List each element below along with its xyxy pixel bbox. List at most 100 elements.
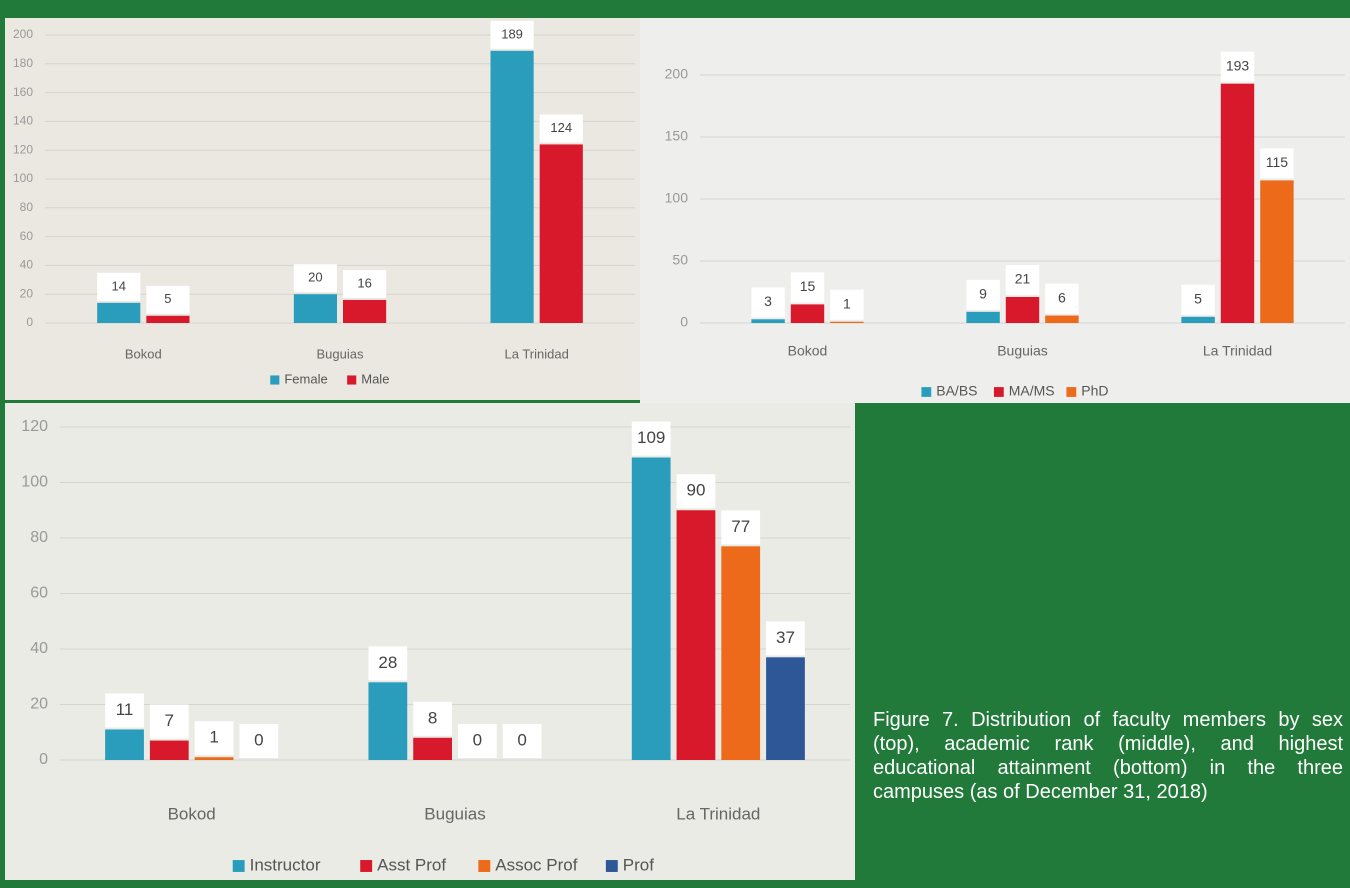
caption: Figure 7. Distribution of faculty member… xyxy=(873,709,1343,803)
value-label-box xyxy=(1005,264,1040,295)
value-label: 6 xyxy=(1058,289,1066,305)
value-label: 1 xyxy=(209,728,218,747)
y-tick-label: 40 xyxy=(30,640,48,657)
bar xyxy=(966,311,1000,323)
y-tick-label: 100 xyxy=(21,474,48,491)
bar xyxy=(790,304,825,323)
legend-label: Prof xyxy=(623,855,654,874)
bar xyxy=(194,757,234,760)
bar xyxy=(293,294,337,323)
value-label-box xyxy=(194,721,234,756)
legend-label: PhD xyxy=(1081,383,1108,399)
bar xyxy=(105,729,144,760)
value-label-box xyxy=(676,474,716,509)
value-label: 14 xyxy=(112,278,126,293)
value-label: 0 xyxy=(254,730,263,749)
bar xyxy=(413,737,452,760)
y-tick-label: 120 xyxy=(21,418,48,435)
y-tick-label: 120 xyxy=(13,142,33,156)
y-tick-label: 140 xyxy=(13,114,33,128)
x-tick-label: Buguias xyxy=(424,804,485,823)
bar xyxy=(1005,296,1040,323)
legend-label: MA/MS xyxy=(1009,383,1055,399)
value-label-box xyxy=(830,289,864,320)
value-label: 115 xyxy=(1266,154,1289,170)
value-label: 189 xyxy=(501,26,523,41)
y-tick-label: 80 xyxy=(20,200,34,214)
value-label-box xyxy=(149,704,189,739)
value-label: 28 xyxy=(378,653,397,672)
y-tick-label: 20 xyxy=(30,696,48,713)
value-label-box xyxy=(751,287,785,318)
value-label: 0 xyxy=(473,730,482,749)
bar xyxy=(751,319,785,323)
value-label: 8 xyxy=(428,708,437,727)
value-label-box xyxy=(343,269,387,298)
value-label: 5 xyxy=(164,291,171,306)
value-label: 90 xyxy=(686,481,705,500)
value-label: 9 xyxy=(979,286,987,302)
bar xyxy=(490,50,534,324)
value-label: 193 xyxy=(1226,57,1250,73)
value-label-box xyxy=(721,510,761,545)
y-tick-label: 50 xyxy=(672,252,688,268)
value-label-box xyxy=(413,701,452,736)
value-label: 3 xyxy=(764,293,772,309)
bar xyxy=(766,657,805,760)
x-tick-label: La Trinidad xyxy=(505,346,569,361)
value-label-box xyxy=(458,724,497,758)
value-label: 20 xyxy=(308,270,322,285)
legend-swatch xyxy=(1066,387,1077,397)
legend-label: Instructor xyxy=(250,855,321,874)
bar xyxy=(1181,316,1215,323)
y-tick-label: 200 xyxy=(665,66,689,82)
value-label-box xyxy=(105,693,144,728)
x-tick-label: Bokod xyxy=(125,346,162,361)
y-tick-label: 160 xyxy=(13,85,33,99)
x-tick-label: La Trinidad xyxy=(1203,343,1272,359)
legend-swatch xyxy=(347,375,357,385)
y-tick-label: 20 xyxy=(20,286,34,300)
value-label-box xyxy=(368,646,408,681)
legend-label: Female xyxy=(284,371,327,386)
value-label-box xyxy=(1045,283,1079,314)
value-label: 21 xyxy=(1015,271,1031,287)
value-label: 11 xyxy=(116,700,134,719)
x-tick-label: Buguias xyxy=(997,343,1048,359)
value-label: 16 xyxy=(357,275,371,290)
legend-swatch xyxy=(478,860,491,872)
value-label-box xyxy=(790,272,825,303)
x-tick-label: Buguias xyxy=(317,346,364,361)
y-tick-label: 60 xyxy=(20,229,34,243)
value-label-box xyxy=(293,264,337,293)
y-tick-label: 0 xyxy=(680,314,688,330)
y-tick-label: 200 xyxy=(13,27,33,41)
legend-swatch xyxy=(232,860,245,872)
y-tick-label: 80 xyxy=(30,529,48,546)
panel xyxy=(5,18,640,400)
bar xyxy=(149,740,189,760)
value-label: 1 xyxy=(843,295,851,311)
value-label-box xyxy=(631,421,671,456)
value-label: 37 xyxy=(776,628,795,647)
bar xyxy=(830,321,864,323)
y-tick-label: 100 xyxy=(13,171,33,185)
value-label-box xyxy=(97,272,141,301)
legend-swatch xyxy=(921,387,932,397)
value-label: 15 xyxy=(800,278,816,294)
value-label: 77 xyxy=(731,517,750,536)
bar xyxy=(539,144,583,323)
bar xyxy=(368,682,408,760)
legend-label: Asst Prof xyxy=(377,855,446,874)
y-tick-label: 100 xyxy=(665,190,689,206)
x-tick-label: Bokod xyxy=(788,343,828,359)
value-label: 0 xyxy=(517,730,526,749)
legend-label: Assoc Prof xyxy=(495,855,577,874)
value-label-box xyxy=(539,114,583,143)
y-tick-label: 40 xyxy=(20,258,34,272)
value-label: 7 xyxy=(165,711,174,730)
value-label-box xyxy=(966,279,1000,310)
bar xyxy=(343,299,387,323)
